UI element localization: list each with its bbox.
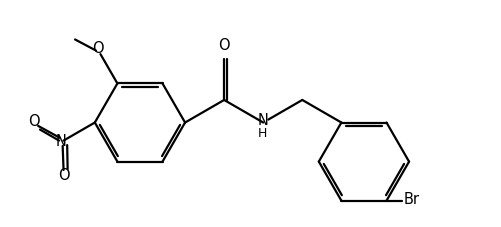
Text: N: N xyxy=(56,134,67,149)
Text: O: O xyxy=(58,168,69,183)
Text: H: H xyxy=(258,127,267,140)
Text: O: O xyxy=(92,41,104,56)
Text: O: O xyxy=(28,114,40,129)
Text: Br: Br xyxy=(404,192,420,207)
Text: N: N xyxy=(258,113,269,128)
Text: O: O xyxy=(218,39,230,54)
